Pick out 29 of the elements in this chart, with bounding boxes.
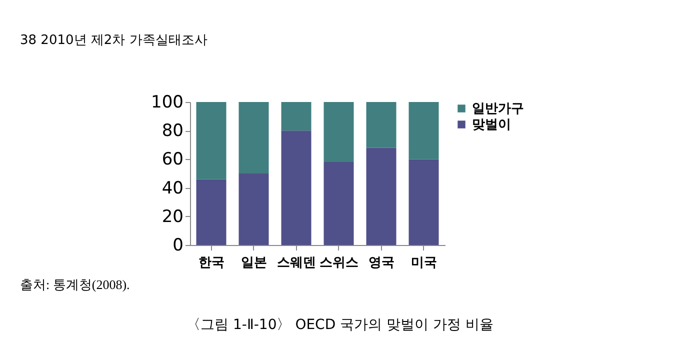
y-tick-label: 100 [151,92,184,112]
x-tick-label: 스위스 [319,256,358,270]
bar [196,179,226,245]
text: 38 2010년 제2차 가족실태조사 [20,33,208,48]
legend-label: 맞벌이 [472,118,511,132]
bar [324,162,354,245]
bar [281,130,312,245]
y-tick-label: 80 [162,121,184,142]
source-note: 출처: 통계청(2008). [20,277,130,292]
bar [196,102,226,180]
y-tick-label: 60 [162,150,184,170]
bar [324,102,354,162]
bar [366,102,396,148]
bar [281,102,312,131]
bar [408,102,439,160]
bar [366,148,396,245]
text: 〈그림 1-Ⅱ-10〉 OECD 국가의 맞벌이 가정 비율 [186,317,494,333]
legend-label: 일반가구 [472,102,524,116]
x-tick-label: 미국 [410,256,437,270]
x-tick-label: 스웨덴 [276,256,316,270]
x-tick-label: 일본 [240,256,267,270]
bar [238,174,269,245]
x-tick-label: 한국 [198,256,224,270]
bar [238,102,269,174]
y-tick-label: 20 [162,206,184,227]
y-tick-label: 0 [172,236,184,256]
y-tick-label: 40 [162,178,184,198]
x-tick-label: 영국 [368,256,394,270]
bar [408,159,439,245]
